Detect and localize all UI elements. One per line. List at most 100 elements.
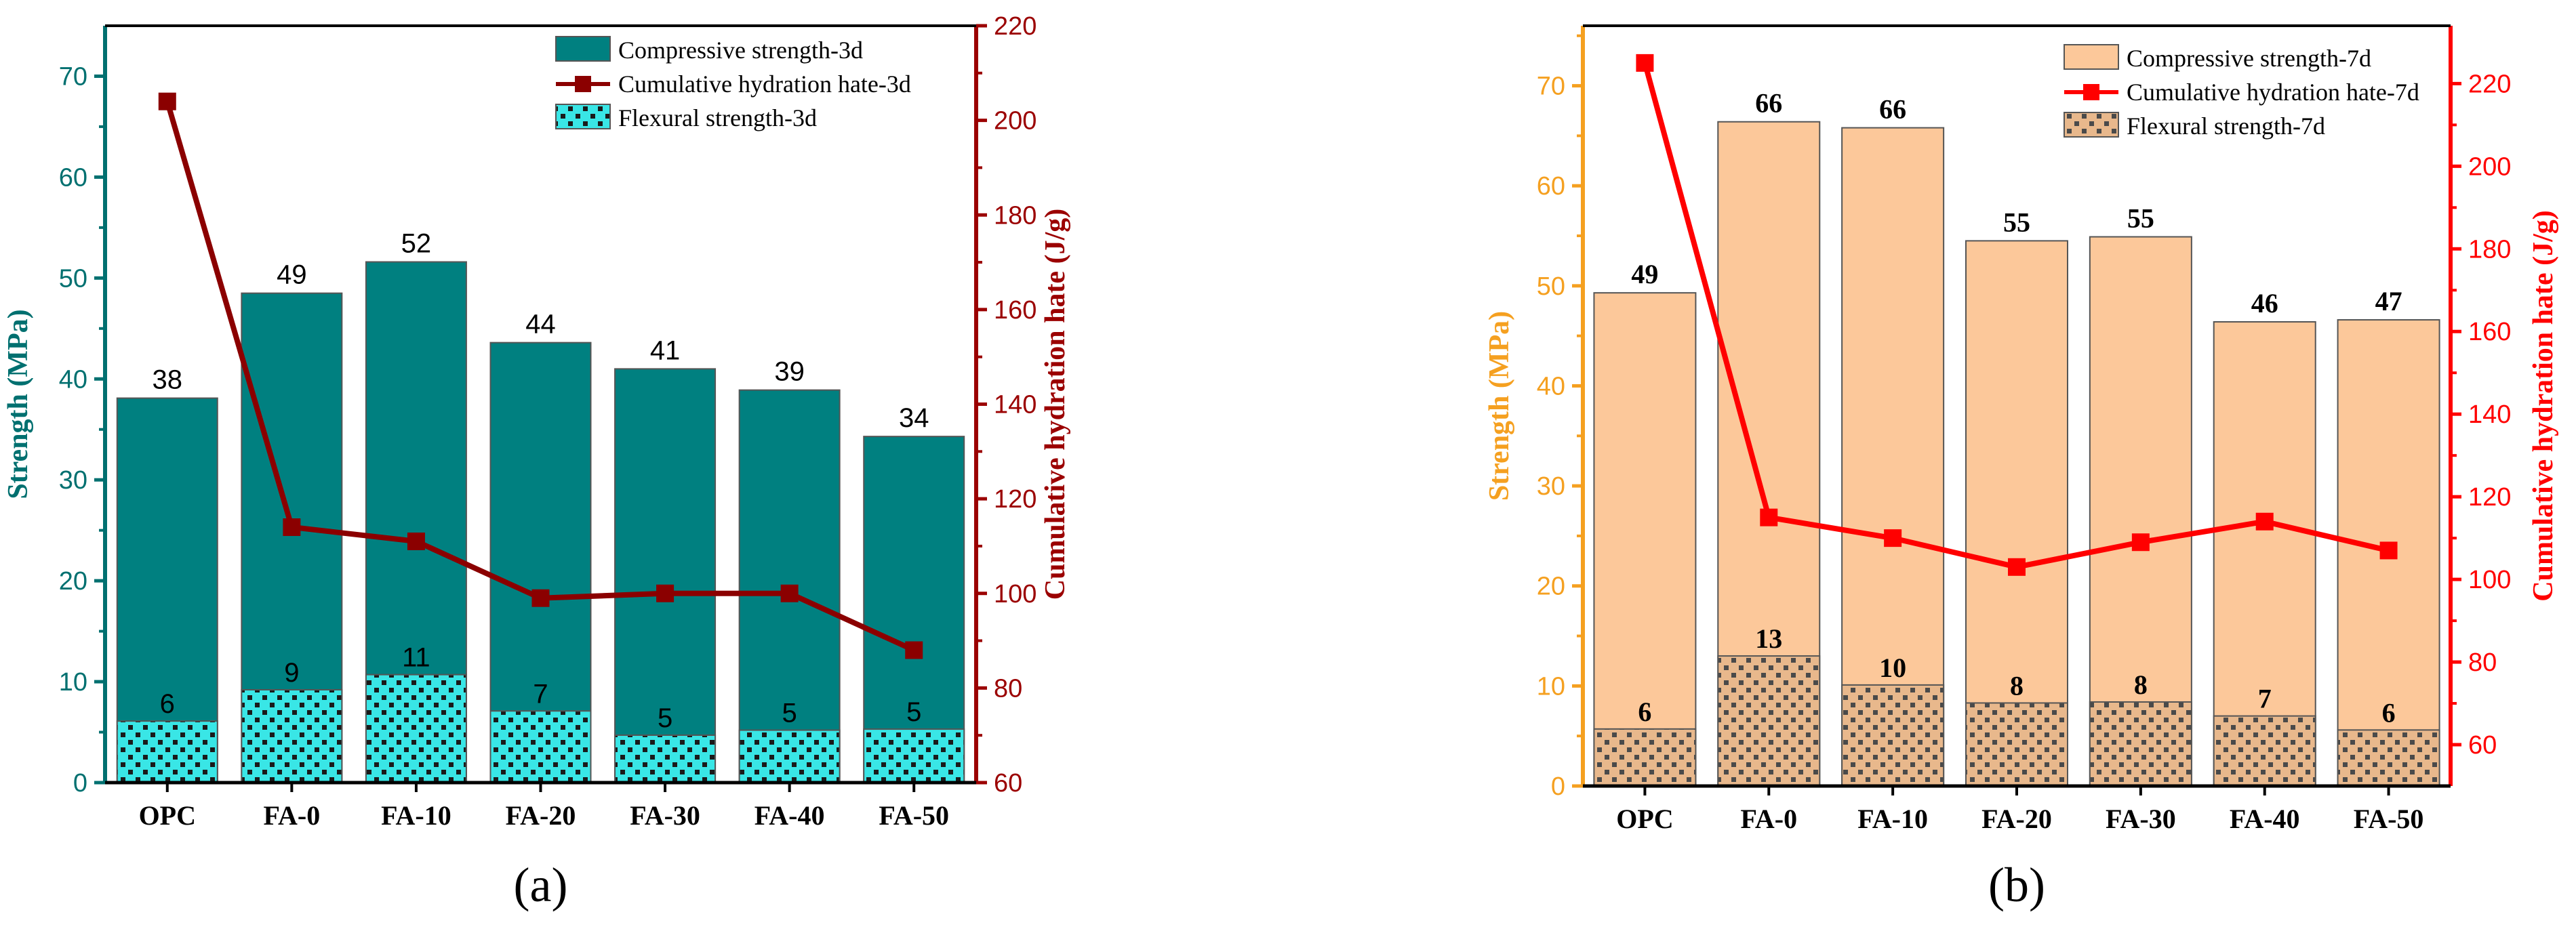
right-tick-label: 120: [2468, 483, 2511, 512]
right-tick-label: 140: [994, 391, 1037, 419]
legend-label-compressive: Compressive strength-3d: [618, 37, 863, 64]
compressive-value-label: 38: [153, 365, 183, 395]
x-tick-label-fa-0: FA-0: [1740, 804, 1797, 834]
left-axis-title: Strength (MPa): [1484, 311, 1515, 501]
flexural-value-label: 8: [2010, 670, 2024, 701]
x-tick-label-fa-10: FA-10: [381, 800, 451, 831]
compressive-value-label: 46: [2251, 288, 2278, 318]
compressive-value-label: 41: [650, 335, 681, 365]
compressive-bar-fa-20: [489, 342, 592, 783]
compressive-bar-fa-10: [1841, 127, 1945, 787]
legend-swatch-compressive: [555, 36, 611, 62]
right-tick-label: 80: [994, 674, 1022, 703]
compressive-value-label: 66: [1879, 94, 1906, 125]
flexural-value-label: 6: [1638, 697, 1651, 727]
x-tick-label-fa-0: FA-0: [264, 800, 321, 831]
hydration-point-fa-0: [1760, 508, 1778, 526]
right-tick-label: 200: [994, 107, 1037, 136]
compressive-value-label: 66: [1755, 88, 1782, 119]
right-tick-label: 180: [2468, 235, 2511, 264]
x-tick-label-fa-50: FA-50: [879, 800, 949, 831]
compressive-value-label: 49: [277, 260, 307, 290]
left-tick-label: 20: [59, 567, 87, 596]
right-axis-title: Cumulative hydration hate (J/g): [1040, 209, 1071, 600]
left-tick-label: 40: [59, 365, 87, 394]
panel-label: (b): [1988, 858, 2045, 912]
flexural-bar-opc: [1593, 728, 1697, 787]
legend-label-flexural: Flexural strength-7d: [2127, 112, 2325, 140]
x-tick-label-fa-20: FA-20: [506, 800, 576, 831]
flexural-bar-fa-30: [2089, 701, 2192, 787]
compressive-bar-fa-30: [614, 368, 717, 783]
compressive-value-label: 55: [2127, 203, 2154, 234]
legend-marker-hydration: [2083, 84, 2099, 100]
hydration-point-fa-50: [2379, 541, 2398, 560]
x-tick-label-fa-20: FA-20: [1981, 804, 2052, 834]
flexural-bar-fa-0: [241, 688, 343, 783]
legend-label-hydration: Cumulative hydration hate-7d: [2127, 79, 2419, 106]
flexural-bar-fa-50: [2337, 729, 2440, 787]
compressive-value-label: 52: [401, 229, 432, 259]
left-tick-label: 30: [59, 466, 87, 495]
hydration-point-opc: [158, 92, 176, 110]
hydration-point-fa-20: [2008, 558, 2026, 576]
x-tick-label-opc: OPC: [1616, 804, 1673, 834]
right-tick-label: 220: [2468, 70, 2511, 98]
left-tick-label: 60: [59, 163, 87, 192]
right-tick-label: 120: [994, 485, 1037, 514]
compressive-value-label: 34: [899, 403, 929, 433]
flexural-value-label: 5: [658, 703, 672, 733]
compressive-value-label: 49: [1631, 259, 1658, 289]
hydration-point-fa-20: [531, 589, 550, 607]
hydration-point-fa-40: [780, 584, 799, 602]
compressive-bar-fa-40: [2213, 320, 2316, 787]
left-tick-label: 20: [1537, 573, 1565, 601]
chart-panel-b: 4966613661055855846747601020304050607060…: [1484, 24, 2559, 912]
compressive-bar-fa-30: [2089, 236, 2192, 787]
compressive-bar-fa-20: [1965, 240, 2068, 787]
compressive-value-label: 55: [2003, 207, 2030, 237]
left-tick-label: 10: [1537, 672, 1565, 701]
flexural-value-label: 5: [782, 699, 797, 728]
flexural-bar-fa-40: [2213, 715, 2316, 787]
x-tick-label-fa-30: FA-30: [630, 800, 700, 831]
left-axis-title: Strength (MPa): [3, 309, 34, 499]
left-tick-label: 30: [1537, 472, 1565, 501]
x-tick-label-fa-30: FA-30: [2106, 804, 2176, 834]
left-tick-label: 50: [59, 264, 87, 293]
hydration-point-fa-30: [2131, 533, 2150, 552]
x-tick-label-fa-50: FA-50: [2354, 804, 2424, 834]
flexural-value-label: 7: [533, 679, 548, 709]
flexural-value-label: 13: [1755, 623, 1782, 654]
flexural-value-label: 8: [2134, 669, 2148, 700]
right-tick-label: 220: [994, 12, 1037, 41]
right-tick-label: 100: [2468, 566, 2511, 594]
flexural-bar-fa-50: [863, 728, 965, 783]
flexural-value-label: 11: [402, 643, 430, 673]
left-tick-label: 70: [1537, 73, 1565, 101]
compressive-bar-opc: [1593, 292, 1697, 787]
right-tick-label: 100: [994, 580, 1037, 608]
legend-swatch-flexural: [2064, 112, 2119, 138]
legend-label-hydration: Cumulative hydration hate-3d: [618, 70, 911, 98]
legend-marker-hydration: [575, 76, 591, 92]
left-tick-label: 0: [1551, 772, 1565, 801]
legend-swatch-compressive: [2064, 44, 2119, 70]
hydration-point-opc: [1636, 54, 1654, 72]
right-tick-label: 60: [2468, 731, 2497, 760]
hydration-point-fa-0: [283, 518, 301, 537]
compressive-value-label: 44: [525, 310, 556, 339]
x-tick-label-fa-40: FA-40: [754, 800, 825, 831]
right-axis-title: Cumulative hydration hate (J/g): [2528, 210, 2559, 602]
left-tick-label: 10: [59, 668, 87, 697]
flexural-value-label: 9: [284, 658, 299, 688]
flexural-bar-fa-20: [1965, 702, 2068, 787]
right-tick-label: 200: [2468, 152, 2511, 181]
legend-label-compressive: Compressive strength-7d: [2127, 45, 2371, 72]
x-tick-label-opc: OPC: [139, 800, 196, 831]
left-tick-label: 50: [1537, 272, 1565, 301]
flexural-value-label: 6: [2382, 697, 2396, 728]
flexural-value-label: 10: [1879, 653, 1906, 683]
